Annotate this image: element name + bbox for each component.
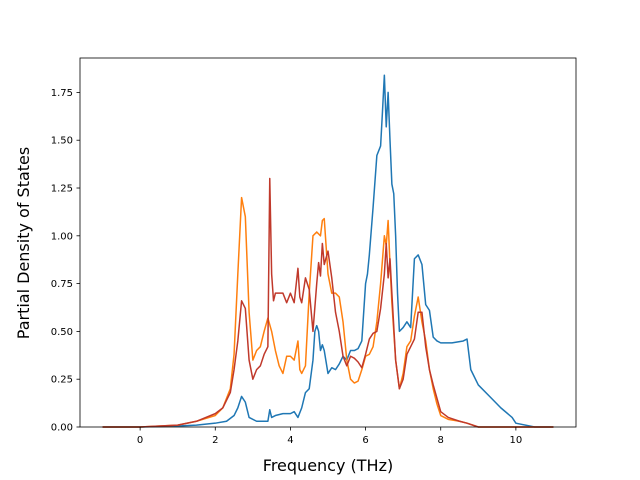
x-tick-label: 2 <box>212 435 218 446</box>
series-line-2 <box>102 196 554 428</box>
y-tick-label: 0.75 <box>51 279 73 290</box>
x-tick-label: 8 <box>438 435 444 446</box>
axes-layer: 0 2 4 6 8 10 0.00 0.25 0.50 0.75 1.00 1.25 1.50 1.75 <box>51 57 577 446</box>
y-tick-label: 1.00 <box>51 231 73 242</box>
x-tick-label: 0 <box>137 435 143 446</box>
series-line-1 <box>102 74 554 428</box>
y-tick-label: 1.50 <box>51 136 73 147</box>
x-tick-label: 4 <box>287 435 293 446</box>
x-tick-label: 6 <box>362 435 368 446</box>
y-tick-label: 0.25 <box>51 375 73 386</box>
y-tick-label: 1.25 <box>51 184 73 195</box>
series-line-3 <box>102 177 554 428</box>
y-tick-label: 0.50 <box>51 327 73 338</box>
series-layer <box>102 74 554 428</box>
y-tick-label: 0.00 <box>51 423 73 434</box>
y-axis-label: Partial Density of States <box>14 147 33 339</box>
x-tick-label: 10 <box>510 435 523 446</box>
x-axis-label: Frequency (THz) <box>263 456 393 475</box>
plot-frame <box>79 57 577 428</box>
y-tick-label: 1.75 <box>51 88 73 99</box>
